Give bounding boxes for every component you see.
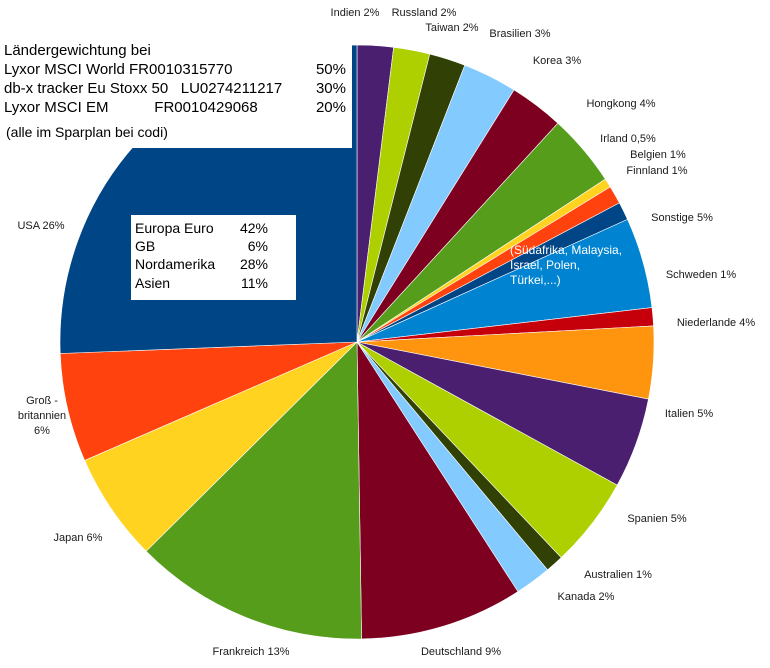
region-box-background: [131, 215, 296, 300]
slice-label: Hongkong 4%: [586, 98, 655, 110]
pie-slice: [356, 340, 519, 640]
slice-label: Spanien 5%: [627, 513, 687, 525]
fund-row-weight: 50%: [316, 61, 346, 78]
slice-label: Korea 3%: [533, 55, 582, 67]
slice-label: Belgien 1%: [630, 149, 686, 161]
sonstige-note: (Südafrika, Malaysia, Israel, Polen, Türke…: [510, 243, 622, 287]
region-value: 42%: [240, 220, 268, 236]
slice-label: Irland 0,5%: [600, 133, 656, 145]
slice-label: Japan 6%: [54, 532, 103, 544]
region-name: Asien: [135, 275, 170, 291]
slice-label: Frankreich 13%: [212, 646, 289, 658]
slice-label: Schweden 1%: [666, 269, 737, 281]
slice-labels: Indien 2% Russland 2% Taiwan 2% Brasilien 3…: [17, 7, 755, 658]
fund-weighting-box: Ländergewichtung bei Lyxor MSCI World FR…: [0, 38, 352, 148]
region-value: 28%: [240, 256, 268, 272]
slice-label: Groß -britannien 6%: [18, 395, 66, 437]
fund-box-background: [0, 38, 352, 148]
pie-slices: [59, 44, 655, 640]
fund-box-title: Ländergewichtung bei: [4, 42, 151, 59]
fund-box-note: (alle im Sparplan bei codi): [6, 124, 168, 140]
slice-label: Russland 2%: [392, 7, 457, 19]
fund-row-weight: 20%: [316, 99, 346, 116]
fund-row-name: Lyxor MSCI EM FR0010429068: [4, 99, 258, 116]
slice-label: Niederlande 4%: [677, 317, 755, 329]
region-name: Nordamerika: [135, 256, 215, 272]
slice-label: Australien 1%: [584, 569, 652, 581]
pie-slice: [145, 341, 362, 640]
fund-row-weight: 30%: [316, 80, 346, 97]
slice-label: Kanada 2%: [558, 591, 615, 603]
region-value: 6%: [248, 238, 268, 254]
slice-label: Brasilien 3%: [489, 28, 550, 40]
slice-label: Indien 2%: [331, 7, 380, 19]
slice-label: USA 26%: [17, 220, 64, 232]
slice-label: Italien 5%: [665, 408, 714, 420]
slice-label: Sonstige 5%: [651, 212, 713, 224]
fund-row-name: Lyxor MSCI World FR0010315770: [4, 61, 232, 78]
slice-label: Deutschland 9%: [421, 646, 501, 658]
region-value: 11%: [241, 275, 268, 291]
region-weighting-box: Europa Euro 42% GB 6% Nordamerika 28% As…: [131, 215, 296, 300]
fund-row-name: db-x tracker Eu Stoxx 50 LU0274211217: [4, 80, 282, 97]
slice-label: Finnland 1%: [626, 165, 687, 177]
region-name: GB: [135, 238, 155, 254]
slice-label: Taiwan 2%: [425, 22, 478, 34]
region-name: Europa Euro: [135, 220, 214, 236]
